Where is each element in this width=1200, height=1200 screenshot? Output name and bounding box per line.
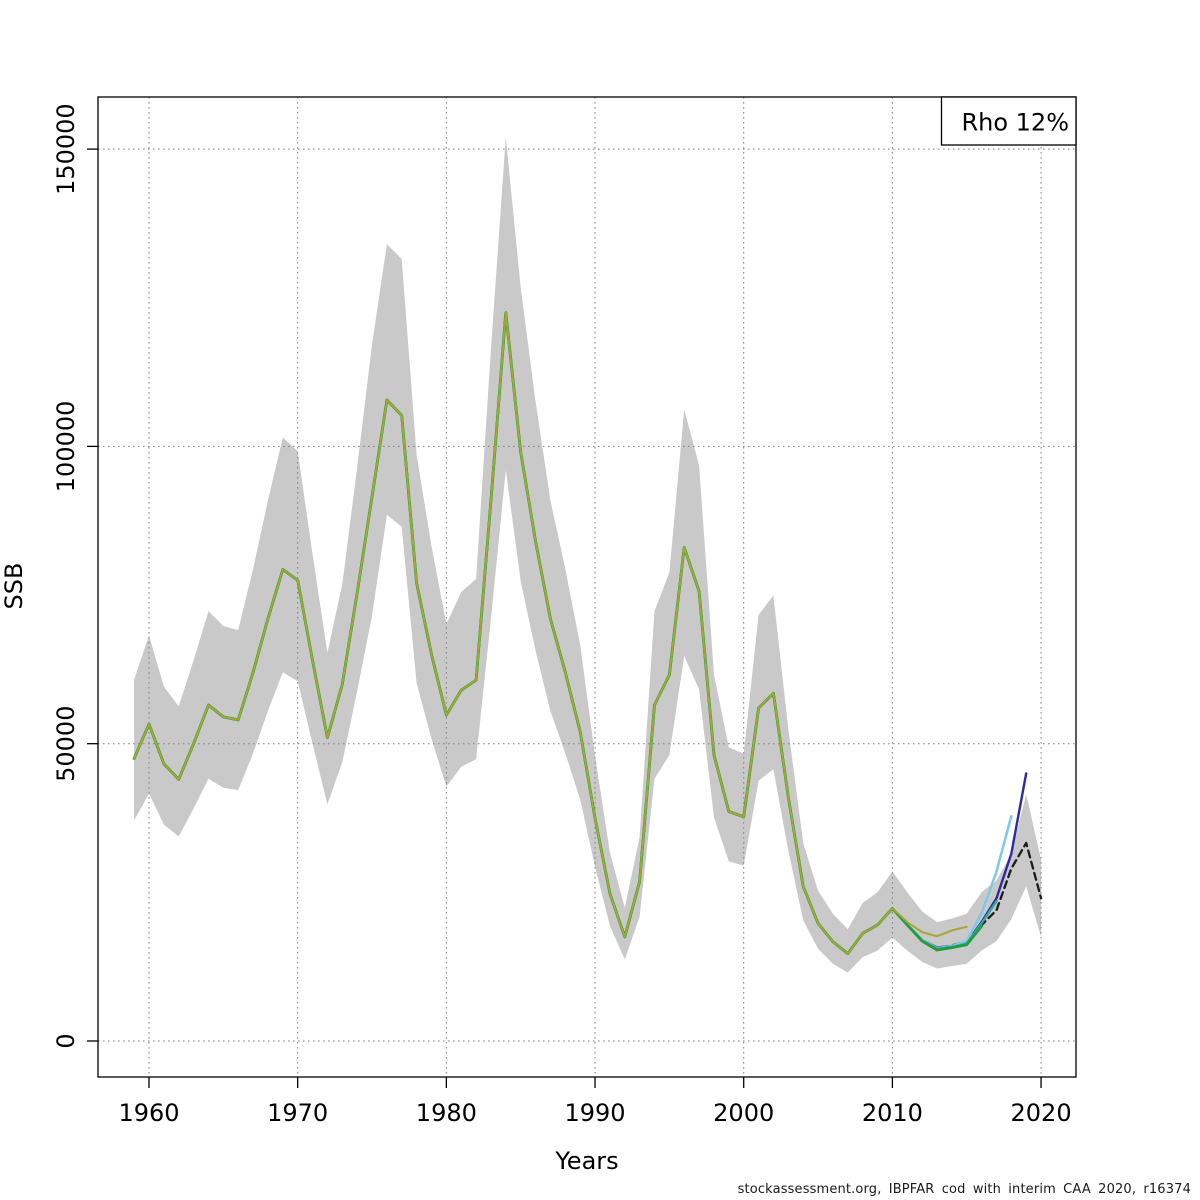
tick-label-y-100000: 100000 (52, 401, 80, 493)
tick-label-x-1990: 1990 (564, 1099, 625, 1127)
plot-border (97, 96, 1077, 1078)
axis-frame-layer: 1960 1970 1980 1990 2000 2010 2020 0 50000 100000… (52, 96, 1077, 1127)
tick-label-x-1960: 1960 (118, 1099, 179, 1127)
tick-label-y-50000: 50000 (52, 706, 80, 782)
tick-label-x-1970: 1970 (267, 1099, 328, 1127)
confidence-band-layer (134, 137, 1042, 973)
legend-box (940, 96, 1077, 146)
tick-label-y-150000: 150000 (52, 103, 80, 195)
footer-credit: stockassessment.org, IBPFAR cod with int… (738, 1182, 1191, 1197)
y-axis-title: SSB (0, 563, 28, 610)
legend-label: Rho 12% (961, 109, 1069, 137)
tick-label-x-2010: 2010 (862, 1099, 923, 1127)
x-axis-title: Years (554, 1147, 618, 1175)
tick-label-x-2020: 2020 (1011, 1099, 1072, 1127)
series-peel-2015 (133, 311, 968, 955)
tick-label-y-0: 0 (52, 1033, 80, 1048)
confidence-band (134, 137, 1042, 973)
tick-label-x-2000: 2000 (713, 1099, 774, 1127)
tick-label-x-1980: 1980 (416, 1099, 477, 1127)
series-layer (132, 311, 1043, 955)
